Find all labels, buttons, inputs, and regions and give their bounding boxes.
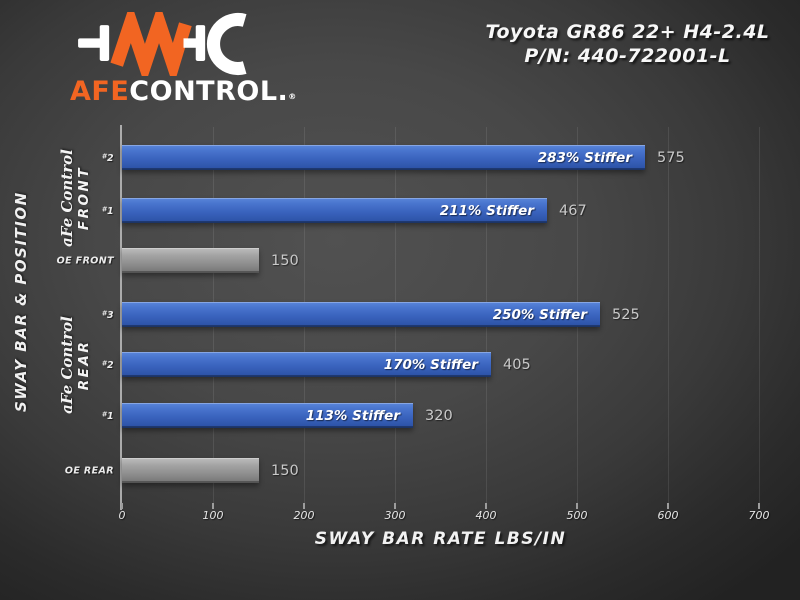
logo-wordmark: AFECONTROL.® <box>70 76 297 107</box>
x-axis-tick-label: 400 <box>475 509 497 522</box>
afe-control-logo: AFECONTROL.® <box>70 12 297 111</box>
gridline <box>667 127 669 507</box>
x-axis-tick-label: 0 <box>118 509 126 522</box>
x-axis-tick-label: 100 <box>202 509 224 522</box>
bar-label: #2 <box>101 358 114 371</box>
bar: 211% Stiffer <box>122 198 547 223</box>
bar: 113% Stiffer <box>122 403 413 428</box>
x-axis-tick <box>121 503 123 509</box>
y-axis-line <box>120 125 122 510</box>
bar <box>122 248 259 273</box>
x-axis-tick-label: 300 <box>384 509 406 522</box>
logo-control: CONTROL <box>129 76 278 107</box>
y-axis-title: SWAY BAR & POSITION <box>12 191 30 412</box>
x-axis-tick <box>212 503 214 509</box>
x-axis-tick-label: 600 <box>657 509 679 522</box>
bar-label: #3 <box>101 308 114 321</box>
bar: 283% Stiffer <box>122 145 645 170</box>
x-axis-tick-label: 700 <box>748 509 770 522</box>
coilover-spring-icon <box>78 12 247 76</box>
bar-label: #1 <box>101 204 114 217</box>
bar-annotation: 113% Stiffer <box>305 407 400 424</box>
title-line2: P/N: 440-722001-L <box>524 45 731 67</box>
group-label-rear: aFe Control REAR <box>58 316 92 414</box>
x-axis-tick-label: 500 <box>566 509 588 522</box>
bar-value: 525 <box>612 306 640 323</box>
bar-row: OE FRONT 150 <box>57 248 759 273</box>
bar-row: #3 250% Stiffer 525 <box>102 302 759 327</box>
bar-value: 467 <box>559 202 587 219</box>
x-axis-tick <box>667 503 669 509</box>
product-title: Toyota GR86 22+ H4-2.4L P/N: 440-722001-… <box>455 20 800 68</box>
bar-row: #2 283% Stiffer 575 <box>102 145 759 170</box>
bar <box>122 458 259 483</box>
bar-value: 150 <box>271 252 299 269</box>
bar: 250% Stiffer <box>122 302 600 327</box>
bar-row: #1 211% Stiffer 467 <box>102 198 759 223</box>
plot-area: 0 100 200 300 400 500 600 700 #2 283% Stiffer 575 #… <box>57 125 770 522</box>
bar-annotation: 170% Stiffer <box>383 356 478 373</box>
bar-row: OE REAR 150 <box>65 458 759 483</box>
bar-annotation: 283% Stiffer <box>537 149 632 166</box>
x-axis-tick <box>394 503 396 509</box>
bar-value: 575 <box>657 149 685 166</box>
registered-mark: ® <box>288 92 297 101</box>
x-axis-tick-label: 200 <box>293 509 315 522</box>
bar-annotation: 211% Stiffer <box>439 202 534 219</box>
bar: 170% Stiffer <box>122 352 491 377</box>
x-axis-tick <box>758 503 760 509</box>
bar-row: #2 170% Stiffer 405 <box>102 352 759 377</box>
x-axis-tick <box>303 503 305 509</box>
title-line1: Toyota GR86 22+ H4-2.4L <box>485 21 770 43</box>
bar-value: 405 <box>503 356 531 373</box>
bar-label: #1 <box>101 409 114 422</box>
bar-label: OE REAR <box>64 465 114 476</box>
group-label-front: aFe Control FRONT <box>58 149 92 247</box>
bar-row: #1 113% Stiffer 320 <box>102 403 759 428</box>
x-axis-title: SWAY BAR RATE LBS/IN <box>314 529 567 549</box>
x-axis-tick <box>576 503 578 509</box>
bar-value: 320 <box>425 407 453 424</box>
bar-label: #2 <box>101 151 114 164</box>
bar-label: OE FRONT <box>56 255 114 266</box>
bar-annotation: 250% Stiffer <box>492 306 587 323</box>
gridline <box>758 127 760 507</box>
x-axis-tick <box>485 503 487 509</box>
logo-afe: AFE <box>70 76 130 107</box>
bar-value: 150 <box>271 462 299 479</box>
